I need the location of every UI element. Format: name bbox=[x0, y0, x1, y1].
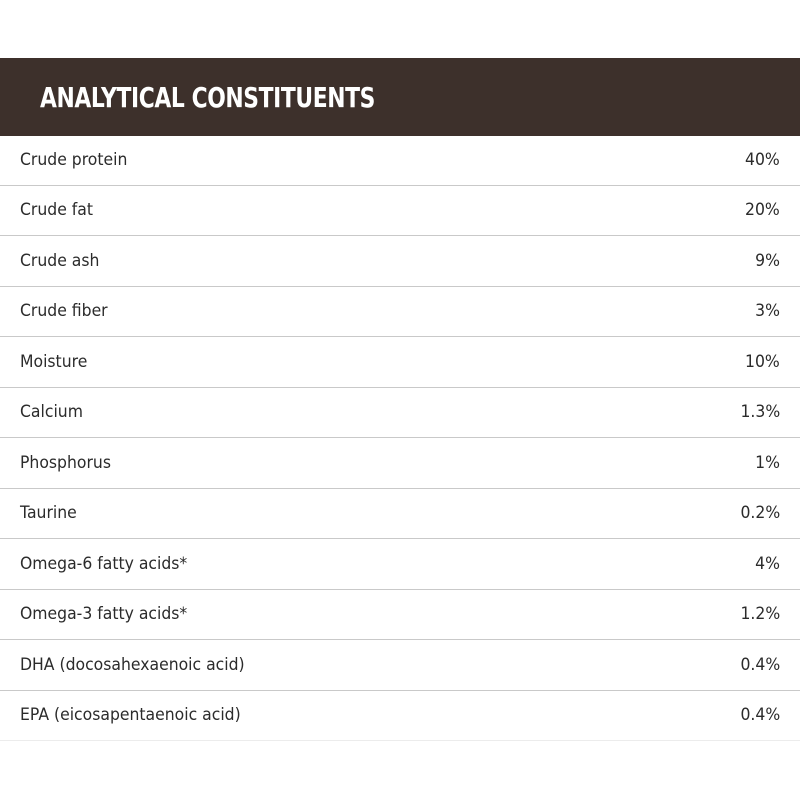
constituent-value: 9% bbox=[755, 250, 780, 271]
constituent-name: EPA (eicosapentaenoic acid) bbox=[20, 705, 241, 726]
table-row: Phosphorus 1% bbox=[0, 438, 800, 489]
constituent-value: 0.2% bbox=[740, 503, 780, 524]
constituent-name: Taurine bbox=[20, 503, 77, 524]
constituent-value: 0.4% bbox=[740, 654, 780, 675]
constituent-value: 40% bbox=[745, 150, 780, 171]
table-row: Crude fiber 3% bbox=[0, 287, 800, 337]
table-row: Crude ash 9% bbox=[0, 236, 800, 287]
table-row: Moisture 10% bbox=[0, 337, 800, 388]
constituent-value: 10% bbox=[745, 351, 780, 372]
table-row: Omega-6 fatty acids* 4% bbox=[0, 539, 800, 590]
table-row: Calcium 1.3% bbox=[0, 388, 800, 438]
constituent-name: DHA (docosahexaenoic acid) bbox=[20, 654, 245, 675]
analytical-constituents-panel: ANALYTICAL CONSTITUENTS Crude protein 40… bbox=[0, 58, 800, 741]
section-title: ANALYTICAL CONSTITUENTS bbox=[40, 80, 376, 114]
table-row: Omega-3 fatty acids* 1.2% bbox=[0, 590, 800, 640]
constituent-name: Moisture bbox=[20, 351, 88, 372]
constituent-value: 4% bbox=[755, 553, 780, 574]
constituent-name: Crude ash bbox=[20, 250, 100, 271]
constituent-value: 1% bbox=[755, 452, 780, 473]
constituent-name: Omega-6 fatty acids* bbox=[20, 553, 188, 574]
constituent-value: 20% bbox=[745, 200, 780, 221]
constituent-name: Omega-3 fatty acids* bbox=[20, 604, 188, 625]
table-row: Crude fat 20% bbox=[0, 186, 800, 236]
constituent-value: 3% bbox=[755, 301, 780, 322]
constituent-name: Phosphorus bbox=[20, 452, 111, 473]
constituent-value: 1.2% bbox=[740, 604, 780, 625]
section-header: ANALYTICAL CONSTITUENTS bbox=[0, 58, 800, 136]
table-row: EPA (eicosapentaenoic acid) 0.4% bbox=[0, 691, 800, 741]
constituents-table: Crude protein 40% Crude fat 20% Crude as… bbox=[0, 136, 800, 741]
constituent-name: Crude fiber bbox=[20, 301, 108, 322]
table-row: Taurine 0.2% bbox=[0, 489, 800, 539]
constituent-name: Crude fat bbox=[20, 200, 94, 221]
constituent-value: 0.4% bbox=[740, 705, 780, 726]
constituent-name: Crude protein bbox=[20, 150, 128, 171]
table-row: Crude protein 40% bbox=[0, 136, 800, 186]
table-row: DHA (docosahexaenoic acid) 0.4% bbox=[0, 640, 800, 691]
constituent-name: Calcium bbox=[20, 402, 83, 423]
constituent-value: 1.3% bbox=[740, 402, 780, 423]
